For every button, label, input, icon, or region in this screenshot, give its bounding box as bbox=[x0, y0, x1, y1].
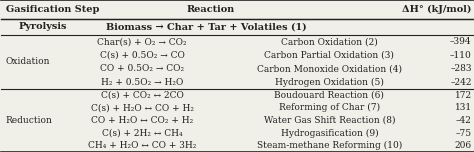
Text: –283: –283 bbox=[450, 64, 472, 73]
Text: 172: 172 bbox=[455, 91, 472, 100]
Text: Oxidation: Oxidation bbox=[6, 57, 50, 66]
Text: C(s) + 0.5O₂ → CO: C(s) + 0.5O₂ → CO bbox=[100, 51, 185, 60]
Text: CO + H₂O ↔ CO₂ + H₂: CO + H₂O ↔ CO₂ + H₂ bbox=[91, 116, 193, 125]
Text: –394: –394 bbox=[450, 37, 472, 46]
Text: Char(s) + O₂ → CO₂: Char(s) + O₂ → CO₂ bbox=[97, 37, 187, 46]
Text: –242: –242 bbox=[450, 78, 472, 87]
Text: –42: –42 bbox=[456, 116, 472, 125]
Text: 206: 206 bbox=[455, 141, 472, 150]
Text: Pyrolysis: Pyrolysis bbox=[18, 22, 67, 31]
Text: C(s) + 2H₂ ↔ CH₄: C(s) + 2H₂ ↔ CH₄ bbox=[102, 129, 182, 138]
Text: Carbon Oxidation (2): Carbon Oxidation (2) bbox=[281, 37, 378, 46]
Text: Carbon Monoxide Oxidation (4): Carbon Monoxide Oxidation (4) bbox=[257, 64, 402, 73]
Text: –75: –75 bbox=[456, 129, 472, 138]
Text: Hydrogen Oxidation (5): Hydrogen Oxidation (5) bbox=[275, 78, 384, 87]
Text: Gasification Step: Gasification Step bbox=[6, 5, 99, 14]
Text: Reforming of Char (7): Reforming of Char (7) bbox=[279, 103, 380, 112]
Text: Boudouard Reaction (6): Boudouard Reaction (6) bbox=[274, 91, 384, 100]
Text: Reaction: Reaction bbox=[187, 5, 235, 14]
Text: 131: 131 bbox=[455, 103, 472, 112]
Text: Hydrogasification (9): Hydrogasification (9) bbox=[281, 128, 378, 138]
Text: CH₄ + H₂O ↔ CO + 3H₂: CH₄ + H₂O ↔ CO + 3H₂ bbox=[88, 141, 196, 150]
Text: ΔH° (kJ/mol): ΔH° (kJ/mol) bbox=[402, 5, 472, 14]
Text: Water Gas Shift Reaction (8): Water Gas Shift Reaction (8) bbox=[264, 116, 395, 125]
Text: –110: –110 bbox=[450, 51, 472, 60]
Text: Steam-methane Reforming (10): Steam-methane Reforming (10) bbox=[257, 141, 402, 150]
Text: Biomass → Char + Tar + Volatiles (1): Biomass → Char + Tar + Volatiles (1) bbox=[106, 22, 307, 31]
Text: C(s) + H₂O ↔ CO + H₂: C(s) + H₂O ↔ CO + H₂ bbox=[91, 103, 194, 112]
Text: C(s) + CO₂ ↔ 2CO: C(s) + CO₂ ↔ 2CO bbox=[101, 91, 183, 100]
Text: Reduction: Reduction bbox=[6, 116, 53, 125]
Text: H₂ + 0.5O₂ → H₂O: H₂ + 0.5O₂ → H₂O bbox=[101, 78, 183, 87]
Text: Carbon Partial Oxidation (3): Carbon Partial Oxidation (3) bbox=[264, 51, 394, 60]
Text: CO + 0.5O₂ → CO₂: CO + 0.5O₂ → CO₂ bbox=[100, 64, 184, 73]
